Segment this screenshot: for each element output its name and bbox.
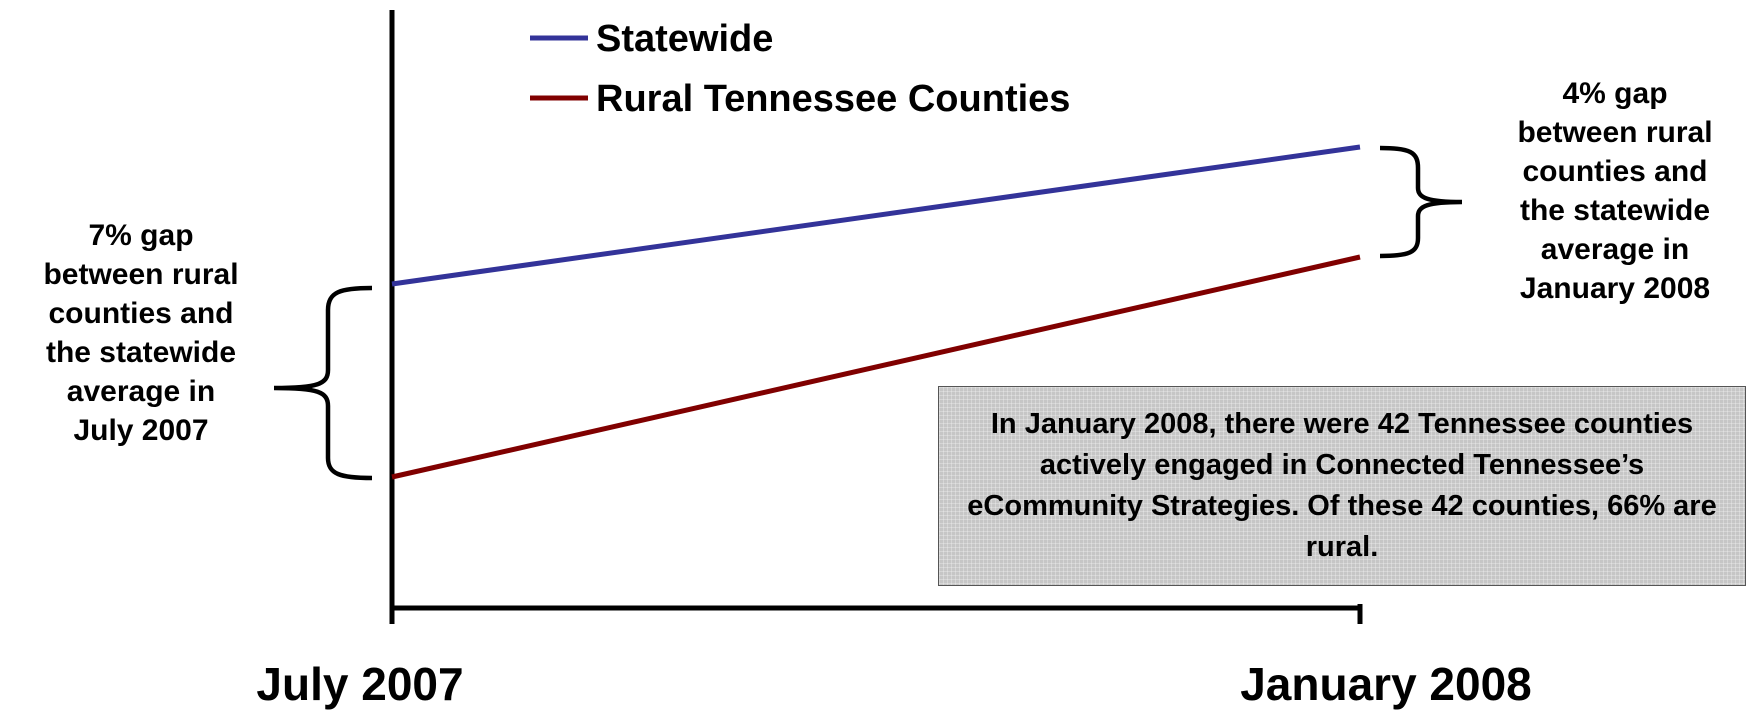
series-lines [391, 144, 1361, 480]
x-tick-label-1: January 2008 [1240, 658, 1532, 710]
left-gap-annotation: 7% gap between rural counties and the st… [43, 219, 239, 447]
legend-label-rural: Rural Tennessee Counties [596, 78, 1070, 120]
left-brace [273, 285, 373, 481]
info-box: In January 2008, there were 42 Tennessee… [938, 386, 1746, 586]
gap-braces [273, 145, 1463, 481]
series-line-rural [391, 254, 1361, 480]
legend: Statewide Rural Tennessee Counties [530, 18, 1070, 120]
series-line-statewide [391, 144, 1361, 287]
axes [389, 10, 1363, 624]
right-gap-annotation: 4% gap between rural counties and the st… [1517, 77, 1713, 305]
legend-label-statewide: Statewide [596, 18, 773, 60]
x-tick-label-0: July 2007 [256, 658, 463, 710]
info-box-text: In January 2008, there were 42 Tennessee… [967, 408, 1717, 563]
right-brace [1379, 145, 1463, 259]
x-tick-labels: July 2007 January 2008 [256, 658, 1531, 710]
